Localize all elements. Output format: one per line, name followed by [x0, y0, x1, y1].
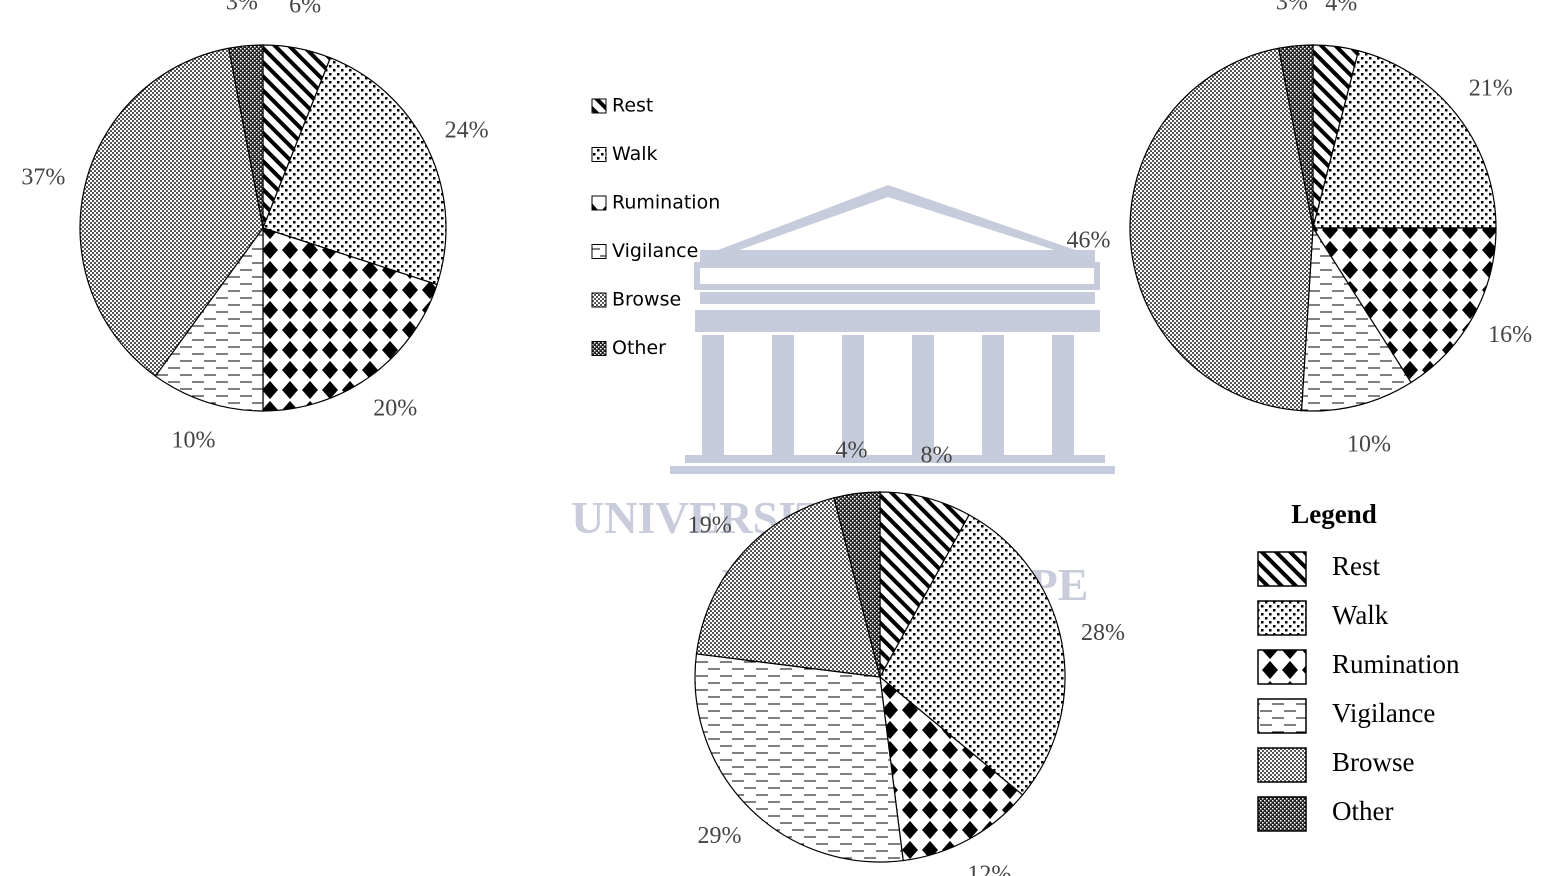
data-label: 12%: [967, 861, 1011, 876]
legend-swatch: [1257, 747, 1307, 783]
pie-slice: [879, 491, 970, 678]
data-label: 20%: [373, 396, 417, 422]
legend-swatch: [591, 98, 607, 114]
legend-label: Other: [1332, 796, 1393, 826]
pie-slice: [833, 491, 881, 678]
legend-label: Walk: [1332, 600, 1389, 630]
pie-slice: [695, 497, 881, 678]
pie-slice: [879, 514, 1066, 796]
data-label: 10%: [1347, 431, 1391, 457]
legend-label: Rest: [1332, 551, 1381, 581]
legend-swatch: [591, 341, 607, 356]
legend-swatch: [591, 244, 607, 259]
legend-swatch: [1257, 551, 1307, 587]
pie-slice: [262, 227, 438, 412]
data-label: 21%: [1469, 76, 1513, 102]
pie-slice: [79, 47, 264, 377]
legend-swatch: [591, 147, 607, 162]
data-label: 8%: [920, 443, 952, 469]
data-label: 6%: [289, 0, 321, 19]
data-label: 37%: [21, 164, 65, 190]
pie-slice: [154, 226, 264, 412]
legend-label: Vigilance: [1332, 698, 1435, 728]
data-label: 28%: [1081, 620, 1125, 646]
legend-label: Walk: [612, 143, 658, 165]
watermark-building: [670, 185, 1115, 474]
data-label: 3%: [1276, 0, 1308, 16]
legend-label: Rest: [612, 95, 653, 117]
pie-slice: [1129, 47, 1314, 412]
legend-swatch: [1257, 600, 1307, 636]
legend-swatch: [1257, 796, 1307, 832]
legend-swatch: [591, 195, 607, 211]
legend-label: Vigilance: [612, 240, 698, 262]
data-label: 16%: [1488, 322, 1532, 348]
legend-swatch: [591, 292, 607, 308]
legend-label: Rumination: [612, 192, 720, 214]
data-label: 3%: [226, 0, 258, 16]
data-label: 46%: [1066, 228, 1110, 254]
data-label: 24%: [445, 118, 489, 144]
legend-label: Browse: [612, 289, 681, 311]
data-label: 29%: [697, 823, 741, 849]
legend-swatch: [1257, 649, 1307, 685]
data-label: 4%: [1325, 0, 1357, 16]
pie-slice: [262, 57, 447, 286]
pie-slice: [1312, 50, 1497, 229]
legend-label: Rumination: [1332, 649, 1460, 679]
pie-slice: [1300, 226, 1412, 412]
legend-label: Other: [612, 337, 666, 359]
pie-slice: [879, 675, 1024, 862]
legend-label: Browse: [1332, 747, 1415, 777]
pie-slice: [228, 44, 264, 229]
data-label: 4%: [836, 437, 868, 463]
legend-title: Legend: [1291, 499, 1377, 529]
data-label: 19%: [688, 512, 732, 538]
pie-slice: [1278, 44, 1314, 229]
pie-slice: [1311, 227, 1497, 384]
pie-slice: [694, 653, 904, 863]
legend-swatch: [1257, 698, 1307, 734]
data-label: 10%: [171, 427, 215, 453]
